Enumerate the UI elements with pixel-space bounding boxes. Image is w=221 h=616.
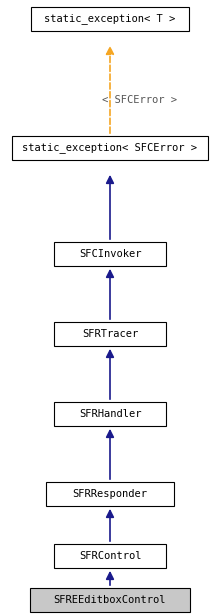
FancyBboxPatch shape [12, 136, 208, 160]
Text: SFRHandler: SFRHandler [79, 409, 141, 419]
Text: static_exception< SFCError >: static_exception< SFCError > [23, 142, 198, 153]
Text: SFREEditboxControl: SFREEditboxControl [54, 595, 166, 605]
FancyBboxPatch shape [46, 482, 174, 506]
FancyBboxPatch shape [54, 242, 166, 266]
Text: SFRResponder: SFRResponder [72, 489, 147, 499]
FancyBboxPatch shape [54, 544, 166, 568]
FancyBboxPatch shape [54, 322, 166, 346]
FancyBboxPatch shape [30, 588, 190, 612]
Text: SFRControl: SFRControl [79, 551, 141, 561]
FancyBboxPatch shape [54, 402, 166, 426]
Text: SFCInvoker: SFCInvoker [79, 249, 141, 259]
Text: static_exception< T >: static_exception< T > [44, 14, 176, 25]
Text: < SFCError >: < SFCError > [103, 95, 177, 105]
FancyBboxPatch shape [31, 7, 189, 31]
Text: SFRTracer: SFRTracer [82, 329, 138, 339]
